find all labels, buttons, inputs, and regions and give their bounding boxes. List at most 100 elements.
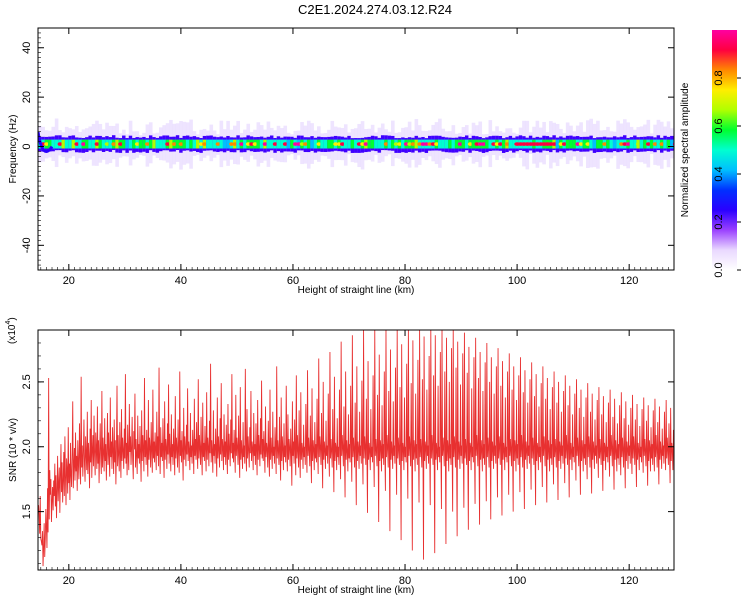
spectrogram-peak: [296, 142, 302, 146]
spectrogram-core: [629, 139, 634, 149]
spectrogram-peak: [57, 142, 63, 146]
spectrogram-peak: [252, 142, 258, 146]
spectrogram-peak: [481, 142, 486, 146]
spectrogram-core: [471, 139, 476, 149]
spectrogram-core: [78, 139, 82, 149]
spectrogram-core: [663, 139, 667, 149]
spectrogram-peak: [104, 142, 110, 146]
spectrogram-core: [656, 139, 661, 149]
spectrogram-peak: [659, 142, 665, 146]
spectrogram-panel: 20 40 60 80 100 120 -40 -20 0 20 40 Height of str…: [8, 27, 741, 296]
spectrogram-core: [259, 139, 264, 149]
spectrogram-core: [64, 139, 69, 149]
colorbar-title: Normalized spectral amplitude: [680, 82, 691, 217]
spectrogram-core: [290, 139, 294, 149]
spectrogram-peak: [249, 142, 255, 146]
spectrogram-core: [414, 139, 419, 149]
spectrogram-peak: [645, 142, 651, 146]
spectrogram-core: [555, 139, 560, 149]
spectrogram-core: [612, 139, 617, 149]
snr-panel: 20 40 60 80 100 120 1.5 2.0 2.5 Height of strai…: [5, 317, 675, 596]
spectrogram-core: [501, 139, 506, 149]
spectrogram-peak: [575, 142, 581, 146]
spectrogram-peak: [339, 142, 345, 146]
spectrogram-peak: [585, 142, 591, 146]
spectrogram-core: [280, 139, 284, 149]
spectrogram-peak: [407, 142, 413, 146]
spectrogram-core: [256, 139, 261, 149]
spectrogram-core: [330, 139, 335, 149]
spectrogram-core: [616, 139, 620, 149]
spectrogram-y-tick-label: 20: [21, 91, 33, 103]
spectrogram-peak: [491, 142, 497, 146]
spectrogram-x-tick-label: 60: [287, 275, 299, 287]
spectrogram-x-tick-label: 20: [63, 275, 75, 287]
spectrogram-peak: [316, 142, 322, 146]
spectrogram-core: [132, 139, 136, 149]
spectrogram-core: [606, 139, 610, 149]
spectrogram-core: [88, 139, 93, 149]
spectrogram-core: [592, 139, 597, 149]
spectrogram-core: [269, 139, 274, 149]
colorbar-tick-label: 0.0: [713, 262, 725, 277]
spectrogram-core: [461, 139, 466, 149]
spectrogram-core: [71, 139, 76, 149]
spectrogram-core: [488, 139, 493, 149]
spectrogram-peak: [94, 142, 100, 146]
spectrogram-peak: [44, 142, 49, 146]
spectrogram-core: [310, 139, 314, 149]
spectrogram-core: [485, 139, 489, 149]
spectrogram-core: [391, 139, 395, 149]
colorbar-tick-label: 0.8: [713, 70, 725, 85]
snr-x-tick-label: 80: [399, 575, 411, 587]
spectrogram-peak: [578, 142, 584, 146]
spectrogram-core: [125, 139, 130, 149]
spectrogram-peak: [215, 142, 221, 146]
spectrogram-x-tick-label: 120: [620, 275, 638, 287]
spectrogram-core: [444, 139, 449, 149]
spectrogram-core: [91, 139, 96, 149]
spectrogram-peak: [229, 142, 234, 146]
spectrogram-core: [569, 139, 573, 149]
spectrogram-peak: [504, 142, 510, 146]
spectrogram-core: [169, 139, 173, 149]
spectrogram-core: [438, 139, 442, 149]
spectrogram-core: [61, 139, 66, 149]
spectrogram-core: [128, 139, 133, 149]
snr-multiplier: (x104): [5, 317, 18, 344]
spectrogram-peak: [81, 142, 86, 146]
spectrogram-core: [138, 139, 143, 149]
spectrogram-core: [313, 139, 318, 149]
colorbar: [712, 30, 737, 270]
spectrogram-core: [327, 139, 331, 149]
spectrogram-core: [596, 139, 600, 149]
spectrogram-core: [148, 139, 153, 149]
spectrogram-y-tick-label: 0: [21, 143, 33, 149]
spectrogram-peak: [202, 142, 207, 146]
spectrogram-core: [387, 139, 392, 149]
spectrogram-peak: [434, 142, 439, 146]
spectrogram-core: [639, 139, 644, 149]
spectrogram-peak: [356, 142, 362, 146]
spectrogram-core: [370, 139, 375, 149]
spectrogram-core: [85, 139, 89, 149]
spectrogram-core: [192, 139, 197, 149]
spectrogram-core: [286, 139, 291, 149]
spectrogram-transient: [38, 131, 54, 153]
spectrogram-core: [374, 139, 378, 149]
spectrogram-core: [122, 139, 126, 149]
spectrogram-peak: [393, 142, 399, 146]
spectrogram-peak: [551, 142, 558, 146]
snr-multiplier-close: ): [7, 317, 18, 320]
spectrogram-y-tick-label: -20: [21, 188, 33, 204]
spectrogram-core: [589, 139, 593, 149]
spectrogram-core: [377, 139, 382, 149]
spectrogram-peak: [272, 142, 278, 146]
spectrogram-y-tick-label: 40: [21, 42, 33, 54]
spectrogram-core: [155, 139, 160, 149]
spectrogram-peak: [118, 142, 123, 146]
spectrogram-peak: [410, 142, 416, 146]
spectrogram-peak: [363, 142, 369, 146]
spectrogram-core: [599, 139, 604, 149]
snr-multiplier-base: (x10: [7, 324, 18, 344]
